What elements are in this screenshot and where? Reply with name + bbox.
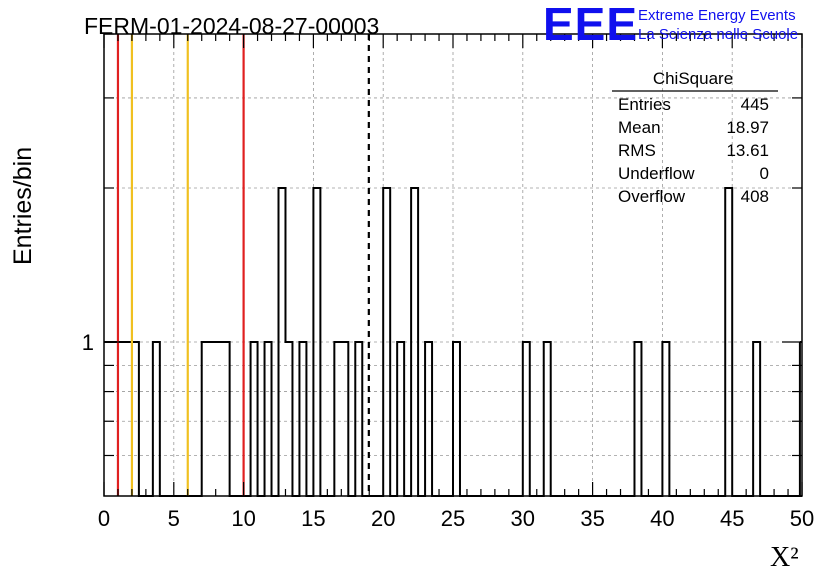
x-tick-label: 10 xyxy=(231,506,255,531)
stats-title: ChiSquare xyxy=(653,69,733,88)
x-tick-label: 30 xyxy=(511,506,535,531)
x-tick-label: 0 xyxy=(98,506,110,531)
x-tick-label: 15 xyxy=(301,506,325,531)
stats-row-label: Underflow xyxy=(618,164,695,183)
stats-row-value: 13.61 xyxy=(726,141,769,160)
x-tick-label: 5 xyxy=(168,506,180,531)
stats-row-value: 0 xyxy=(760,164,769,183)
eee-logo: EEE Extreme Energy Events La Scienza nel… xyxy=(543,0,798,50)
x-axis-label: X² xyxy=(770,542,799,572)
stats-row-value: 445 xyxy=(741,95,769,114)
x-tick-label: 25 xyxy=(441,506,465,531)
x-tick-label: 45 xyxy=(720,506,744,531)
x-tick-label: 20 xyxy=(371,506,395,531)
x-tick-label: 35 xyxy=(580,506,604,531)
x-tick-label: 40 xyxy=(650,506,674,531)
logo-line-1: Extreme Energy Events xyxy=(638,7,796,24)
chart-title: FERM-01-2024-08-27-00003 xyxy=(84,13,379,39)
stats-box: ChiSquare Entries 445 Mean 18.97 RMS 13.61 Und… xyxy=(612,69,778,206)
x-tick-label: 50 xyxy=(790,506,814,531)
reference-lines xyxy=(116,34,370,496)
y-axis-label: Entries/bin xyxy=(9,147,37,265)
y-tick-label: 1 xyxy=(82,330,94,355)
stats-row-value: 18.97 xyxy=(726,118,769,137)
stats-row-label: RMS xyxy=(618,141,656,160)
axis-ticks: 0 5 10 15 20 25 30 35 40 45 50 1 xyxy=(82,33,814,531)
logo-mark: EEE xyxy=(543,0,638,50)
stats-row-label: Overflow xyxy=(618,187,686,206)
stats-row-value: 408 xyxy=(741,187,769,206)
stats-row-label: Entries xyxy=(618,95,671,114)
stats-row-label: Mean xyxy=(618,118,661,137)
logo-line-2: La Scienza nelle Scuole xyxy=(638,26,798,43)
